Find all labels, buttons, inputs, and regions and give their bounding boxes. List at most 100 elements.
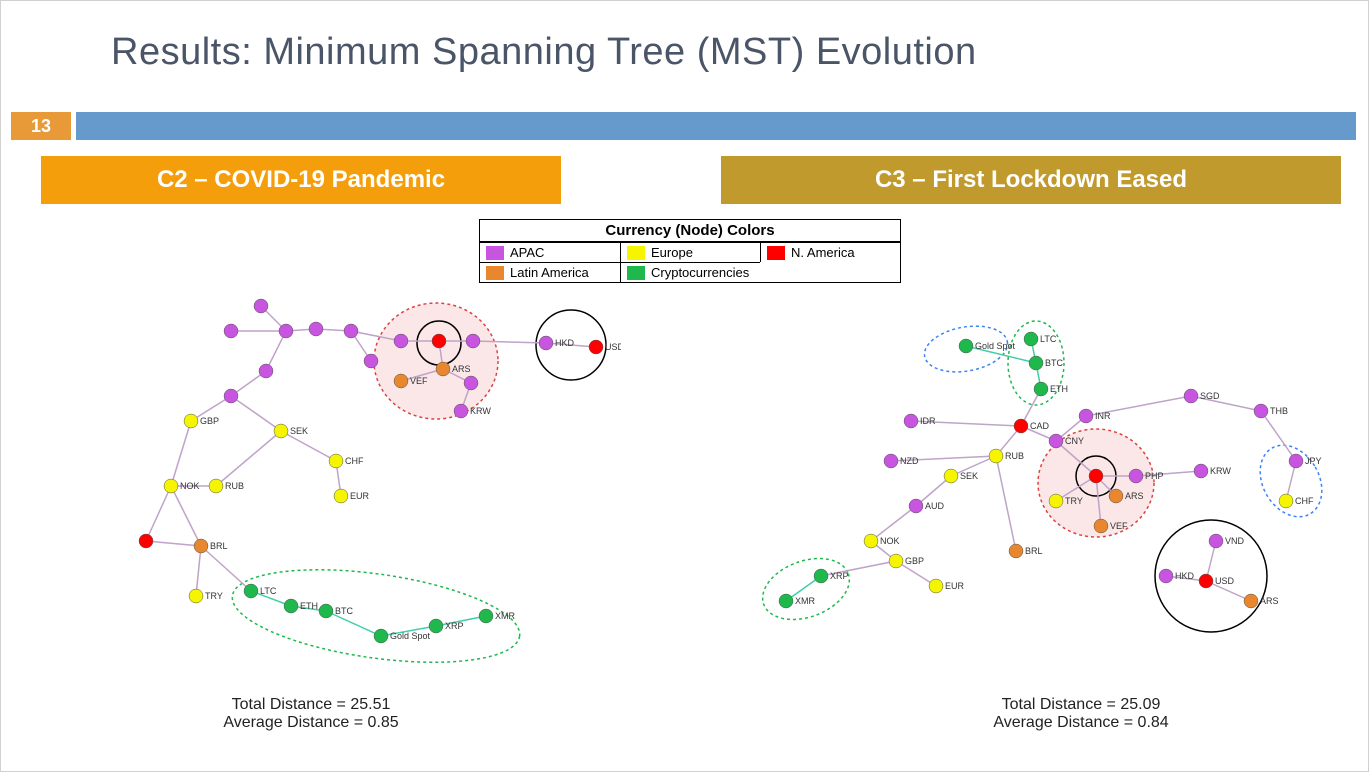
header-bar	[76, 112, 1356, 140]
node-INR	[1079, 409, 1093, 423]
slide-title: Results: Minimum Spanning Tree (MST) Evo…	[111, 31, 977, 74]
node-CAD	[1014, 419, 1028, 433]
total-distance-c3: Total Distance = 25.09	[951, 696, 1211, 714]
svg-text:GBP: GBP	[200, 416, 219, 426]
svg-text:AUD: AUD	[925, 501, 945, 511]
node-NZD	[884, 454, 898, 468]
svg-text:IDR: IDR	[920, 416, 936, 426]
svg-text:BTC: BTC	[335, 606, 354, 616]
svg-text:XRP: XRP	[830, 571, 849, 581]
node-PHP	[464, 376, 478, 390]
node-THB	[1254, 404, 1268, 418]
node-BRL	[194, 539, 208, 553]
stats-c3: Total Distance = 25.09 Average Distance …	[951, 696, 1211, 732]
node-n2	[224, 324, 238, 338]
legend-cell: Cryptocurrencies	[620, 262, 760, 282]
node-BTC	[1029, 356, 1043, 370]
node-CAD	[139, 534, 153, 548]
avg-distance-c2: Average Distance = 0.85	[181, 714, 441, 732]
svg-text:EUR: EUR	[350, 491, 370, 501]
svg-text:BRL: BRL	[1025, 546, 1043, 556]
node-n4	[309, 322, 323, 336]
node-VND	[1209, 534, 1223, 548]
node-JPY	[1289, 454, 1303, 468]
svg-text:ARS: ARS	[452, 364, 471, 374]
svg-text:JPY: JPY	[1305, 456, 1322, 466]
svg-text:USD: USD	[1215, 576, 1235, 586]
node-TRY	[189, 589, 203, 603]
node-KRW	[454, 404, 468, 418]
node-TRY	[1049, 494, 1063, 508]
legend-cell: Latin America	[480, 262, 620, 282]
svg-text:CAD: CAD	[1030, 421, 1050, 431]
node-HUB	[1089, 469, 1103, 483]
node-XRP	[429, 619, 443, 633]
node-SEK	[274, 424, 288, 438]
svg-text:BTC: BTC	[1045, 358, 1064, 368]
svg-text:HKD: HKD	[555, 338, 575, 348]
stats-c2: Total Distance = 25.51 Average Distance …	[181, 696, 441, 732]
svg-text:INR: INR	[1095, 411, 1111, 421]
avg-distance-c3: Average Distance = 0.84	[951, 714, 1211, 732]
node-GS	[374, 629, 388, 643]
svg-text:LTC: LTC	[1040, 334, 1057, 344]
node-HKD	[539, 336, 553, 350]
node-SGD	[1184, 389, 1198, 403]
svg-text:ETH: ETH	[300, 601, 318, 611]
node-PHP	[1129, 469, 1143, 483]
node-VEF	[1094, 519, 1108, 533]
svg-text:SGD: SGD	[1200, 391, 1220, 401]
node-ETH	[1034, 382, 1048, 396]
node-CHF	[329, 454, 343, 468]
node-USD	[1199, 574, 1213, 588]
svg-text:NOK: NOK	[880, 536, 900, 546]
node-AUD	[909, 499, 923, 513]
node-VEF	[394, 374, 408, 388]
node-CNY	[1049, 434, 1063, 448]
svg-text:ARS: ARS	[1125, 491, 1144, 501]
legend-cell: Europe	[620, 242, 760, 262]
node-XMR	[479, 609, 493, 623]
svg-text:VEF: VEF	[410, 376, 428, 386]
node-n5	[344, 324, 358, 338]
node-SGD	[466, 334, 480, 348]
node-HKD	[1159, 569, 1173, 583]
node-GBP	[889, 554, 903, 568]
node-BRL	[1009, 544, 1023, 558]
total-distance-c2: Total Distance = 25.51	[181, 696, 441, 714]
node-ARS	[1244, 594, 1258, 608]
node-USD	[589, 340, 603, 354]
node-LTC	[244, 584, 258, 598]
svg-text:CHF: CHF	[1295, 496, 1314, 506]
node-XMR	[779, 594, 793, 608]
node-ARS	[436, 362, 450, 376]
node-CNY	[432, 334, 446, 348]
svg-text:SEK: SEK	[290, 426, 308, 436]
svg-text:VND: VND	[1225, 536, 1245, 546]
node-ARS2	[1109, 489, 1123, 503]
svg-text:RUB: RUB	[225, 481, 244, 491]
node-HKD2	[394, 334, 408, 348]
svg-text:THB: THB	[1270, 406, 1288, 416]
legend: Currency (Node) Colors APACEuropeN. Amer…	[479, 219, 901, 283]
node-KRW	[1194, 464, 1208, 478]
node-CHF	[1279, 494, 1293, 508]
svg-text:GBP: GBP	[905, 556, 924, 566]
page-number: 13	[11, 112, 71, 140]
panel-label-c3: C3 – First Lockdown Eased	[721, 156, 1341, 204]
svg-text:EUR: EUR	[945, 581, 965, 591]
svg-text:TRY: TRY	[205, 591, 223, 601]
legend-cell: APAC	[480, 242, 620, 262]
node-EUR	[929, 579, 943, 593]
svg-text:PHP: PHP	[1145, 471, 1164, 481]
svg-text:TRY: TRY	[1065, 496, 1083, 506]
node-j1	[259, 364, 273, 378]
node-RUB	[209, 479, 223, 493]
svg-text:LTC: LTC	[260, 586, 277, 596]
svg-text:SEK: SEK	[960, 471, 978, 481]
node-GS	[959, 339, 973, 353]
svg-text:Gold Spot: Gold Spot	[975, 341, 1016, 351]
svg-text:Gold Spot: Gold Spot	[390, 631, 431, 641]
legend-title: Currency (Node) Colors	[480, 220, 900, 242]
node-NOK	[164, 479, 178, 493]
